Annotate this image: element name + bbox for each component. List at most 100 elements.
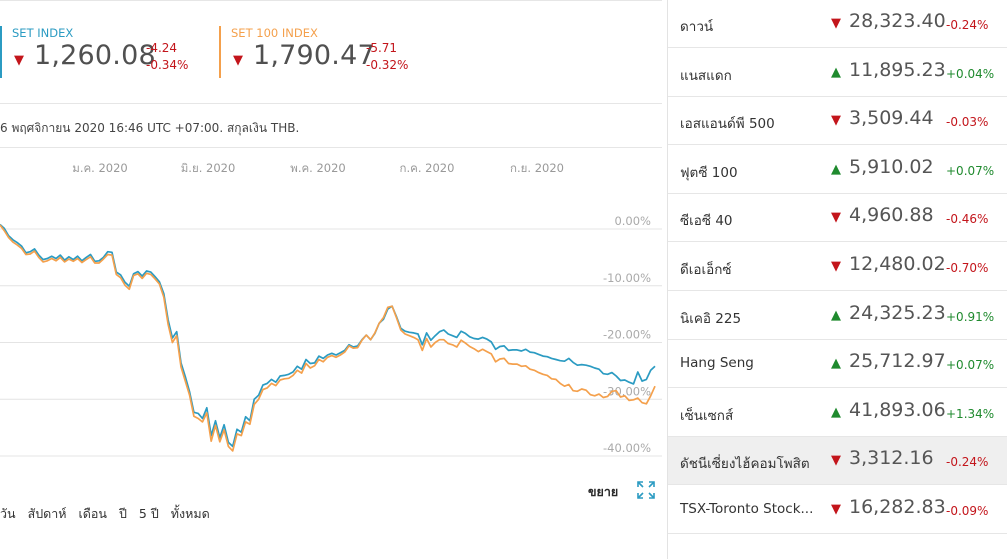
x-tick-label: ก.ค. 2020 <box>400 161 455 175</box>
set-index-name: SET INDEX <box>12 26 74 40</box>
y-tick-label: -20.00% <box>603 328 651 342</box>
market-name: เอสแอนด์พี 500 <box>680 116 775 133</box>
market-change-percent: -0.24% <box>946 18 989 32</box>
chart-top-divider <box>0 147 662 148</box>
down-arrow-icon: ▼ <box>831 502 841 517</box>
market-name: ซีเอซี 40 <box>680 213 733 230</box>
series-line-1 <box>0 223 656 448</box>
market-row[interactable]: เซ็นเซกส์ ▲ 41,893.06 +1.34% <box>668 389 1007 437</box>
down-arrow-icon: ▼ <box>831 16 841 31</box>
market-change-percent: -0.24% <box>946 455 989 470</box>
market-row[interactable]: ดีเอเอ็กซ์ ▼ 12,480.02 -0.70% <box>668 243 1007 291</box>
y-tick-label: -10.00% <box>603 271 651 285</box>
panel-divider <box>667 0 668 559</box>
market-change-percent: +0.04% <box>946 66 995 81</box>
market-change-percent: +0.91% <box>946 309 995 324</box>
down-arrow-icon: ▼ <box>233 53 243 68</box>
set-index-change-percent: -0.34% <box>146 58 189 72</box>
set-index-summary[interactable]: SET INDEX ▼ 1,260.08 -4.24 -0.34% <box>0 26 215 80</box>
range-month[interactable]: เดือน <box>78 506 107 521</box>
market-row[interactable]: TSX-Toronto Stock... ▼ 16,282.83 -0.09% <box>668 486 1007 534</box>
y-tick-label: -30.00% <box>603 384 651 398</box>
market-value: 41,893.06 <box>849 398 946 421</box>
set100-index-color-bar <box>219 26 221 78</box>
market-change-percent: -0.46% <box>946 212 989 227</box>
market-row[interactable]: แนสแดก ▲ 11,895.23 +0.04% <box>668 49 1007 97</box>
market-change-percent: +0.07% <box>946 358 995 373</box>
market-row[interactable]: เอสแอนด์พี 500 ▼ 3,509.44 -0.03% <box>668 97 1007 146</box>
time-range-selector: วัน สัปดาห์ เดือน ปี 5 ปี ทั้งหมด <box>0 504 222 524</box>
set100-index-change-percent: -0.32% <box>366 58 409 72</box>
expand-icon[interactable] <box>637 481 655 499</box>
market-value: 24,325.23 <box>849 301 946 324</box>
market-name: ดีเอเอ็กซ์ <box>680 262 732 278</box>
market-row[interactable]: ซีเอซี 40 ▼ 4,960.88 -0.46% <box>668 194 1007 243</box>
index-chart-panel: SET INDEX ▼ 1,260.08 -4.24 -0.34% SET 10… <box>0 0 662 524</box>
market-value: 3,509.44 <box>849 107 934 130</box>
market-row[interactable]: ดัชนีเซี่ยงไฮ้คอมโพสิต ▼ 3,312.16 -0.24% <box>668 437 1007 486</box>
set100-index-value: 1,790.47 <box>253 40 375 71</box>
up-arrow-icon: ▲ <box>831 404 841 420</box>
x-tick-label: ก.ย. 2020 <box>510 161 564 175</box>
down-arrow-icon: ▼ <box>831 113 841 129</box>
down-arrow-icon: ▼ <box>14 53 24 68</box>
down-arrow-icon: ▼ <box>831 453 841 469</box>
market-change-percent: +1.34% <box>946 406 995 421</box>
market-change-percent: -0.03% <box>946 115 989 130</box>
down-arrow-icon: ▼ <box>831 259 841 274</box>
market-change-percent: -0.09% <box>946 504 989 518</box>
as-of-timestamp: 6 พฤศจิกายน 2020 16:46 UTC +07:00. สกุลเ… <box>0 121 300 135</box>
market-name: นิเคอิ 225 <box>680 310 742 327</box>
market-value: 25,712.97 <box>849 350 946 373</box>
y-tick-label: 0.00% <box>614 214 651 228</box>
set-index-change-points: -4.24 <box>146 41 178 55</box>
market-row[interactable]: ดาวน์ ▼ 28,323.40 -0.24% <box>668 0 1007 48</box>
market-row[interactable]: ฟุตซี 100 ▲ 5,910.02 +0.07% <box>668 146 1007 194</box>
set-index-change: -4.24 -0.34% <box>146 40 188 74</box>
market-change-percent: -0.70% <box>946 261 989 275</box>
series-line-2 <box>0 224 656 452</box>
market-value: 5,910.02 <box>849 155 934 178</box>
up-arrow-icon: ▲ <box>831 64 841 80</box>
up-arrow-icon: ▲ <box>831 161 841 177</box>
down-arrow-icon: ▼ <box>831 210 841 226</box>
range-year[interactable]: ปี <box>118 506 127 521</box>
range-week[interactable]: สัปดาห์ <box>27 506 67 521</box>
set100-index-change-points: -5.71 <box>366 41 398 55</box>
up-arrow-icon: ▲ <box>831 307 841 323</box>
set100-index-change: -5.71 -0.32% <box>366 40 408 74</box>
set100-index-name: SET 100 INDEX <box>231 26 318 40</box>
range-5-years[interactable]: 5 ปี <box>138 506 159 521</box>
range-day[interactable]: วัน <box>0 506 16 521</box>
set-index-color-bar <box>0 26 2 78</box>
market-value: 4,960.88 <box>849 204 934 227</box>
market-name: TSX-Toronto Stock... <box>680 501 814 517</box>
top-divider <box>0 0 662 1</box>
market-name: Hang Seng <box>680 355 754 372</box>
market-name: แนสแดก <box>680 67 732 84</box>
market-value: 3,312.16 <box>849 447 934 470</box>
market-name: ดัชนีเซี่ยงไฮ้คอมโพสิต <box>680 456 810 473</box>
world-markets-list: ดาวน์ ▼ 28,323.40 -0.24% แนสแดก ▲ 11,895.23 +0.… <box>668 0 1007 559</box>
market-row[interactable]: นิเคอิ 225 ▲ 24,325.23 +0.91% <box>668 292 1007 340</box>
market-value: 12,480.02 <box>849 253 946 275</box>
market-value: 16,282.83 <box>849 496 946 518</box>
x-tick-label: มิ.ย. 2020 <box>181 161 236 175</box>
x-tick-label: พ.ค. 2020 <box>290 161 346 175</box>
range-all[interactable]: ทั้งหมด <box>170 506 210 521</box>
summary-divider <box>0 103 662 104</box>
set-index-value: 1,260.08 <box>34 40 156 71</box>
up-arrow-icon: ▲ <box>831 356 841 372</box>
market-change-percent: +0.07% <box>946 163 995 178</box>
x-tick-label: ม.ค. 2020 <box>72 161 128 175</box>
market-row[interactable]: Hang Seng ▲ 25,712.97 +0.07% <box>668 340 1007 389</box>
y-tick-label: -40.00% <box>603 441 651 455</box>
market-name: เซ็นเซกส์ <box>680 407 734 424</box>
expand-button[interactable]: ขยาย <box>588 484 619 499</box>
market-value: 11,895.23 <box>849 58 946 81</box>
performance-line-chart[interactable]: ม.ค. 2020 มิ.ย. 2020 พ.ค. 2020 ก.ค. 2020 ก.ย… <box>0 148 662 470</box>
market-name: ฟุตซี 100 <box>680 164 738 181</box>
set100-index-summary[interactable]: SET 100 INDEX ▼ 1,790.47 -5.71 -0.32% <box>219 26 434 80</box>
market-value: 28,323.40 <box>849 10 946 32</box>
market-name: ดาวน์ <box>680 19 714 35</box>
